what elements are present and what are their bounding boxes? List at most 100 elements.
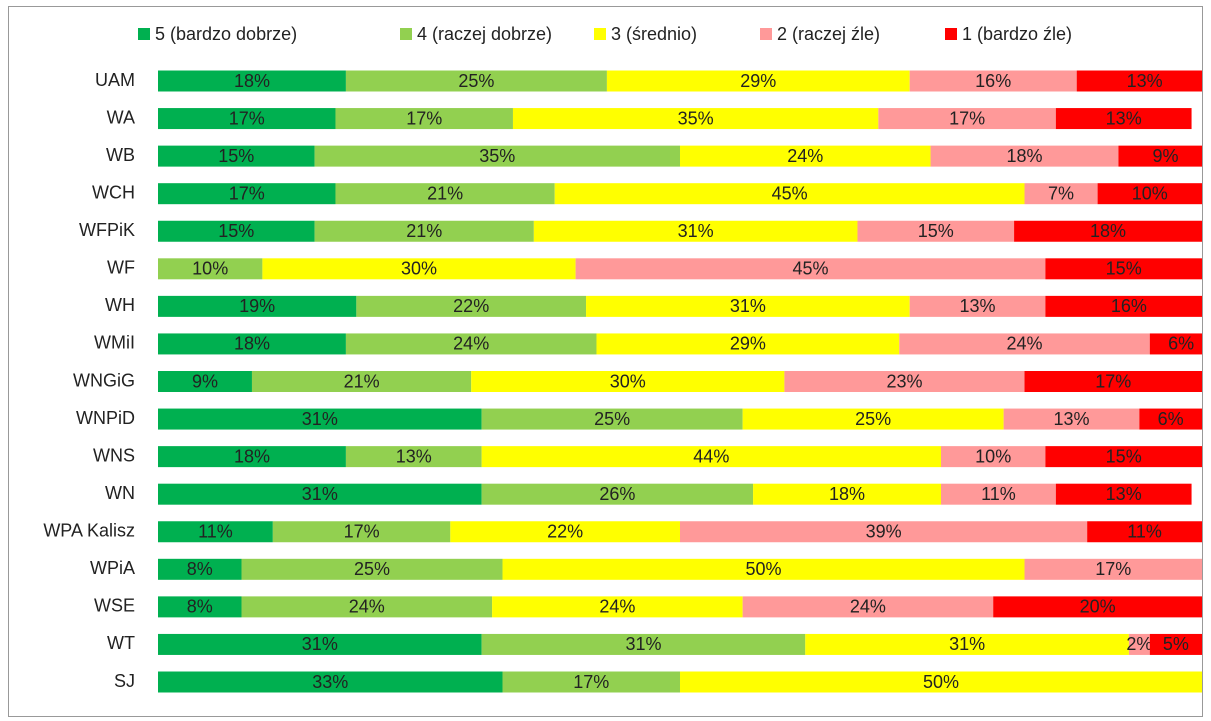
bar-segment [1139, 408, 1202, 430]
y-tick-label: WNS [93, 445, 135, 465]
bar-segment [554, 183, 1025, 205]
bar-segment [314, 220, 534, 242]
bar-segment [899, 333, 1150, 355]
data-label: 5% [1163, 634, 1189, 654]
data-label: 18% [1090, 221, 1126, 241]
legend-label: 1 (bardzo źle) [962, 24, 1072, 44]
data-label: 30% [401, 259, 437, 279]
legend-label: 4 (raczej dobrze) [417, 24, 552, 44]
data-label: 31% [302, 409, 338, 429]
bar-segment [1045, 295, 1202, 317]
bar-segment [158, 483, 482, 505]
data-label: 6% [1168, 334, 1194, 354]
data-label: 29% [740, 71, 776, 91]
legend-label: 3 (średnio) [611, 24, 697, 44]
data-label: 23% [886, 371, 922, 391]
bar-segment [158, 333, 346, 355]
data-label: 17% [1095, 371, 1131, 391]
bar-segment [1024, 558, 1202, 580]
bar-segment [680, 521, 1088, 543]
data-label: 13% [960, 296, 996, 316]
bar-segment [878, 108, 1056, 130]
data-label: 17% [573, 672, 609, 692]
data-label: 18% [829, 484, 865, 504]
y-tick-label: UAM [95, 70, 135, 90]
data-label: 25% [594, 409, 630, 429]
bar-segment [158, 108, 336, 130]
data-label: 35% [678, 108, 714, 128]
data-label: 31% [625, 634, 661, 654]
data-label: 31% [949, 634, 985, 654]
data-label: 15% [1106, 446, 1142, 466]
bar-segment [1149, 633, 1202, 655]
y-tick-label: WF [107, 258, 135, 278]
bar-segment [742, 596, 994, 618]
bar-segment [1097, 183, 1202, 205]
bar-segment [1128, 633, 1150, 655]
data-label: 17% [229, 108, 265, 128]
bar-segment [805, 633, 1129, 655]
y-tick-label: WA [107, 107, 135, 127]
bar-segment [158, 295, 357, 317]
bar-segment [1045, 258, 1202, 280]
data-label: 10% [975, 446, 1011, 466]
data-label: 8% [187, 597, 213, 617]
bar-segment [502, 558, 1025, 580]
data-label: 31% [678, 221, 714, 241]
data-label: 15% [918, 221, 954, 241]
bar-segment [606, 70, 910, 92]
bar-segment [481, 633, 806, 655]
bar-segment [158, 258, 263, 280]
bar-segment [251, 371, 472, 392]
data-label: 21% [406, 221, 442, 241]
bar-segment [753, 483, 941, 505]
bar-segment [335, 183, 555, 205]
data-label: 17% [1095, 559, 1131, 579]
data-label: 22% [453, 296, 489, 316]
data-label: 45% [772, 183, 808, 203]
data-label: 24% [787, 146, 823, 166]
bar-segment [680, 145, 931, 167]
y-tick-label: WNPiD [76, 408, 135, 428]
bar-segment [941, 446, 1046, 468]
data-label: 24% [599, 597, 635, 617]
data-label: 44% [693, 446, 729, 466]
bar-segment [241, 558, 503, 580]
bar-segment [784, 371, 1025, 392]
bar-segment [272, 521, 451, 543]
data-label: 24% [1007, 334, 1043, 354]
plot-area: 18% 25% 29% 16% 13% 17% 17% 35% 17% 13% 15% 35% 24% 1… [158, 70, 1202, 693]
y-tick-label: WPA Kalisz [43, 521, 135, 541]
data-label: 17% [229, 183, 265, 203]
bar-segment [450, 521, 680, 543]
data-label: 7% [1048, 183, 1074, 203]
data-label: 18% [1007, 146, 1043, 166]
data-label: 9% [1152, 146, 1178, 166]
bar-segment [993, 596, 1202, 618]
data-label: 31% [302, 484, 338, 504]
bar-segment [909, 70, 1077, 92]
bar-segment [158, 446, 346, 468]
data-label: 15% [1106, 259, 1142, 279]
bar-segment [1003, 408, 1140, 430]
bar-segment [158, 521, 273, 543]
data-label: 10% [192, 259, 228, 279]
data-label: 50% [923, 672, 959, 692]
data-label: 13% [1106, 484, 1142, 504]
data-label: 13% [1106, 108, 1142, 128]
bar-segment [158, 70, 346, 92]
bar-segment [158, 145, 315, 167]
data-label: 2% [1126, 634, 1152, 654]
data-label: 11% [1127, 522, 1162, 542]
data-label: 24% [453, 334, 489, 354]
bar-segment [1024, 371, 1202, 392]
data-label: 19% [239, 296, 275, 316]
bar-segment [680, 671, 1202, 693]
bar-segment [512, 108, 879, 130]
data-label: 9% [192, 371, 218, 391]
data-label: 24% [349, 597, 385, 617]
bar-segment [481, 408, 743, 430]
legend-swatch [594, 28, 606, 40]
bar-segment [596, 333, 900, 355]
